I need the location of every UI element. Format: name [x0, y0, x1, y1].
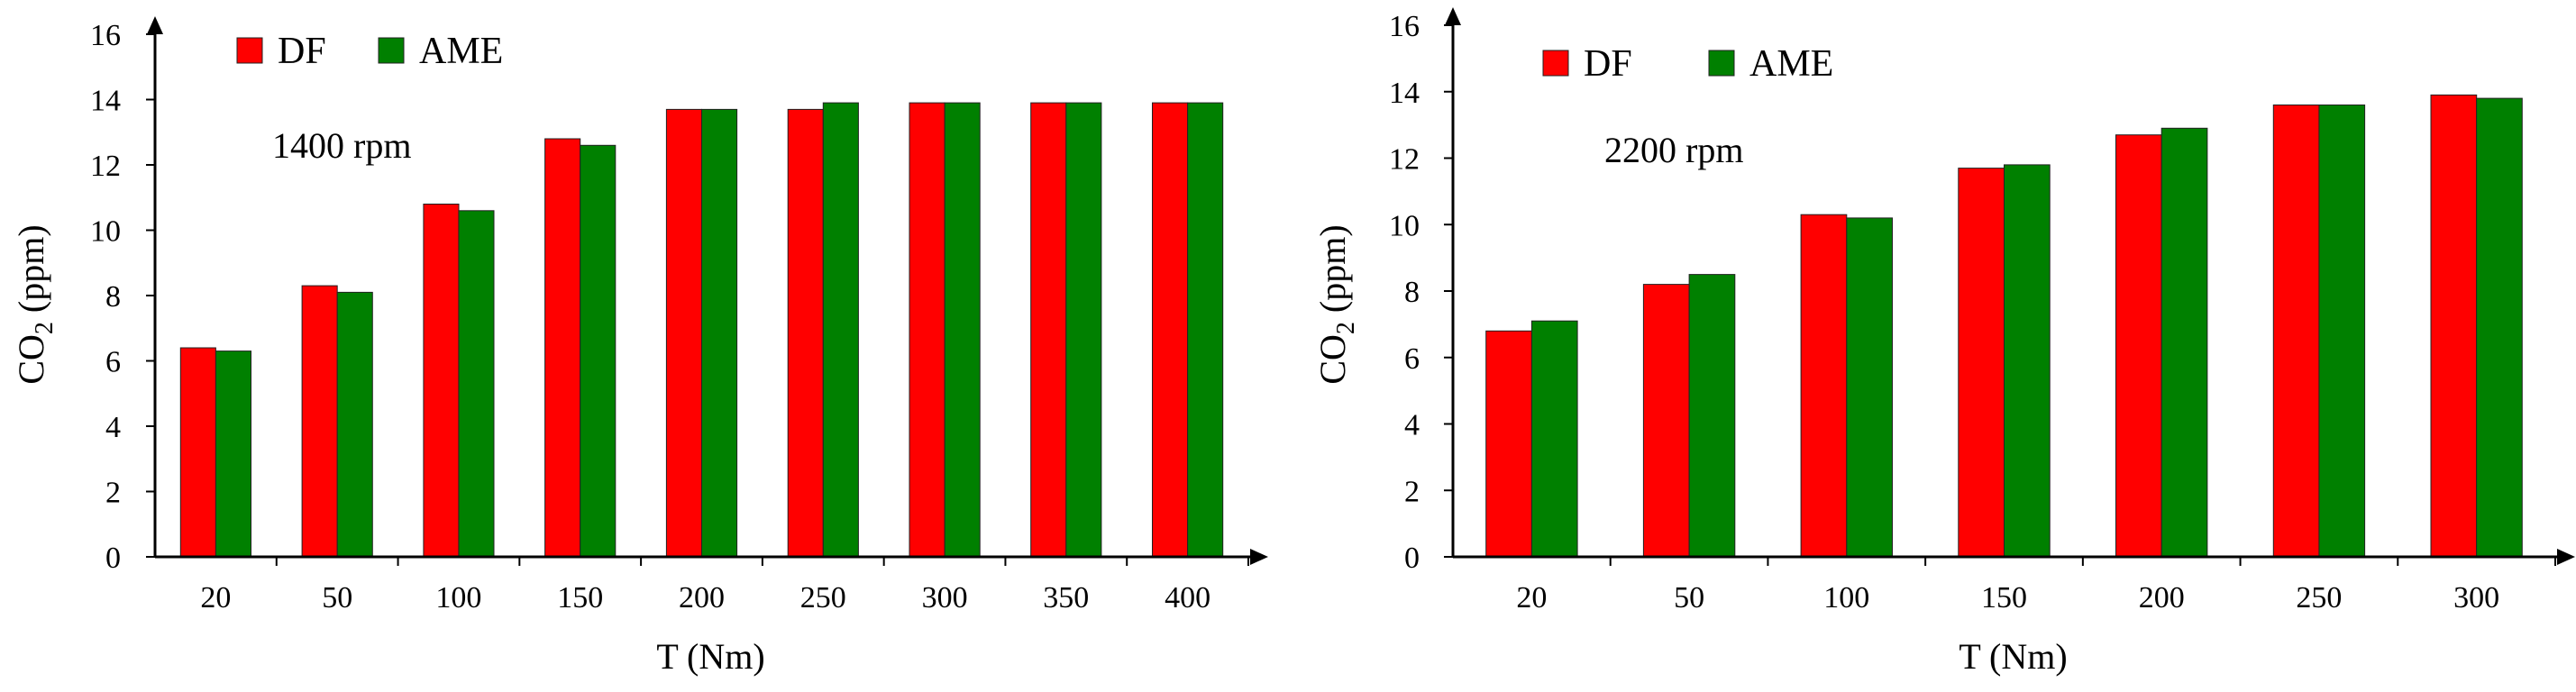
bar-ame-50: [336, 291, 373, 558]
bar-ame-250: [2318, 105, 2366, 558]
bar-df-300: [2430, 94, 2478, 558]
bar-df-20: [1485, 330, 1532, 558]
y-axis-arrow: [147, 16, 163, 34]
legend-swatch-ame: [1708, 50, 1735, 77]
legend-label-df: DF: [278, 31, 326, 72]
y-tick-label: 0: [1404, 542, 1420, 575]
y-tick-label: 6: [105, 346, 121, 379]
y-tick-label: 10: [1389, 209, 1420, 242]
y-tick-label: 8: [105, 280, 121, 314]
bar-ame-100: [458, 210, 495, 558]
x-tick-label: 300: [2453, 581, 2499, 615]
bar-ame-200: [701, 108, 738, 558]
y-tick-label: 6: [1404, 342, 1420, 376]
bar-df-300: [909, 102, 945, 558]
x-tick-label: 100: [1823, 581, 1869, 615]
bar-ame-350: [1065, 102, 1102, 558]
x-tick-label: 200: [679, 581, 725, 615]
y-tick-label: 14: [1389, 77, 1420, 110]
rpm-annotation: 1400 rpm: [272, 125, 411, 166]
y-tick-label: 4: [1404, 409, 1420, 442]
chart-panel-2: 20 50 100 150 200 250 300 0 2 4 6 8 10 12 14 16 T (Nm) CO…: [1312, 7, 2575, 677]
y-tick-label: 0: [105, 542, 121, 575]
bar-ame-300: [944, 102, 981, 558]
y-axis-title-subscript: 2: [31, 322, 59, 334]
bar-df-100: [1800, 214, 1848, 558]
legend-label-ame: AME: [1749, 43, 1833, 85]
bar-df-150: [544, 138, 581, 558]
x-tick-label: 50: [1674, 581, 1704, 615]
bar-ame-100: [1846, 217, 1894, 558]
y-tick-label: 14: [90, 85, 121, 118]
y-axis-title-main: CO: [1312, 334, 1353, 385]
x-tick-label: 400: [1165, 581, 1210, 615]
y-axis-title-unit: (ppm): [1312, 224, 1353, 322]
bar-df-200: [665, 108, 703, 558]
bar-ame-250: [822, 102, 859, 558]
y-tick-label: 16: [1389, 10, 1420, 43]
bar-df-250: [2272, 105, 2320, 558]
legend-swatch-df: [236, 37, 263, 64]
x-tick-label: 200: [2139, 581, 2185, 615]
rpm-annotation: 2200 rpm: [1604, 130, 1743, 170]
y-axis-title-unit: (ppm): [11, 224, 51, 322]
bar-df-400: [1152, 102, 1189, 558]
y-axis-title: CO2 (ppm): [1312, 224, 1360, 384]
y-axis-title: CO2 (ppm): [11, 224, 59, 384]
bar-ame-400: [1187, 102, 1224, 558]
bar-ame-150: [2004, 164, 2051, 558]
x-tick-label: 20: [200, 581, 231, 615]
legend-swatch-ame: [378, 37, 405, 64]
x-tick-label: 20: [1516, 581, 1547, 615]
x-axis-title: T (Nm): [656, 636, 764, 677]
bar-ame-20: [215, 351, 251, 558]
bar-df-200: [2115, 134, 2162, 558]
x-axis-arrow: [2557, 549, 2575, 565]
bar-ame-200: [2160, 127, 2208, 558]
y-tick-label: 16: [90, 19, 121, 52]
y-tick-label: 10: [90, 215, 121, 249]
bar-df-20: [179, 347, 216, 558]
y-tick-label: 4: [105, 411, 121, 444]
legend-swatch-df: [1542, 50, 1569, 77]
y-tick-label: 12: [90, 150, 121, 183]
y-tick-label: 8: [1404, 276, 1420, 309]
bar-ame-20: [1530, 320, 1578, 558]
bar-ame-50: [1688, 274, 1736, 558]
y-tick-label: 12: [1389, 143, 1420, 177]
bar-df-50: [1642, 284, 1690, 558]
x-tick-label: 250: [2296, 581, 2342, 615]
bar-ame-300: [2476, 97, 2523, 558]
x-tick-label: 50: [322, 581, 352, 615]
x-tick-label: 150: [1981, 581, 2027, 615]
y-axis-title-subscript: 2: [1332, 322, 1360, 334]
bar-df-150: [1958, 168, 2005, 558]
bar-df-350: [1030, 102, 1067, 558]
bar-df-50: [301, 285, 338, 558]
y-axis-title-main: CO: [11, 334, 51, 385]
x-tick-label: 100: [435, 581, 481, 615]
x-axis-title: T (Nm): [1959, 636, 2067, 677]
x-tick-label: 350: [1043, 581, 1089, 615]
x-tick-label: 150: [557, 581, 603, 615]
x-axis-arrow: [1250, 549, 1268, 565]
y-tick-label: 2: [105, 477, 121, 510]
legend-label-ame: AME: [419, 31, 503, 72]
chart-panel-1: 20 50 100 150 200 250 300 350 400 0 2 4 6 8 10 12 14 16 T …: [11, 16, 1268, 677]
y-axis-arrow: [1445, 7, 1461, 25]
bar-df-250: [787, 108, 824, 558]
bar-df-100: [423, 204, 460, 558]
x-tick-label: 250: [800, 581, 846, 615]
y-tick-label: 2: [1404, 475, 1420, 508]
legend-label-df: DF: [1584, 43, 1632, 85]
x-tick-label: 300: [922, 581, 968, 615]
bar-ame-150: [580, 144, 617, 558]
